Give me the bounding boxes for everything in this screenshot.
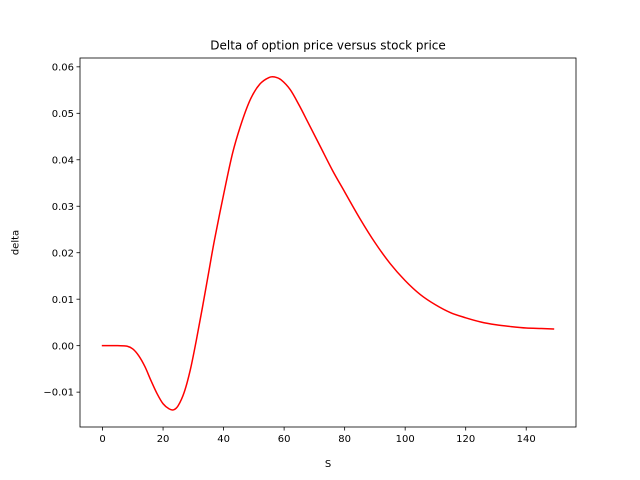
x-tick-label: 100 xyxy=(396,434,415,445)
chart-title: Delta of option price versus stock price xyxy=(210,39,446,53)
y-tick-label: 0.06 xyxy=(52,62,74,73)
x-tick-label: 60 xyxy=(278,434,291,445)
y-tick-label: 0.05 xyxy=(52,109,74,120)
y-tick-label: 0.02 xyxy=(52,248,74,259)
series-layer xyxy=(101,75,555,411)
axes-background xyxy=(80,58,576,427)
x-tick-label: 140 xyxy=(517,434,536,445)
x-tick-label: 40 xyxy=(217,434,230,445)
y-tick-label: 0.04 xyxy=(52,155,74,166)
x-axis-label: S xyxy=(325,459,331,470)
axes-frame xyxy=(79,57,577,428)
y-axis-label: delta xyxy=(11,230,22,255)
y-tick-label: 0.01 xyxy=(52,295,74,306)
x-tick-label: 80 xyxy=(338,434,351,445)
x-tick-label: 120 xyxy=(456,434,475,445)
series-line-0 xyxy=(101,75,555,411)
x-tick-label: 0 xyxy=(99,434,105,445)
x-tick-label: 20 xyxy=(157,434,170,445)
x-axis: 0 20 40 60 80 100 120 140 xyxy=(99,427,536,445)
y-tick-label: 0.00 xyxy=(52,341,74,352)
y-tick-label: −0.01 xyxy=(43,388,74,399)
y-tick-label: 0.03 xyxy=(52,202,74,213)
plot-area xyxy=(80,58,576,427)
y-axis: −0.01 0.00 0.01 0.02 0.03 0.04 0.05 0.06 xyxy=(43,62,80,399)
